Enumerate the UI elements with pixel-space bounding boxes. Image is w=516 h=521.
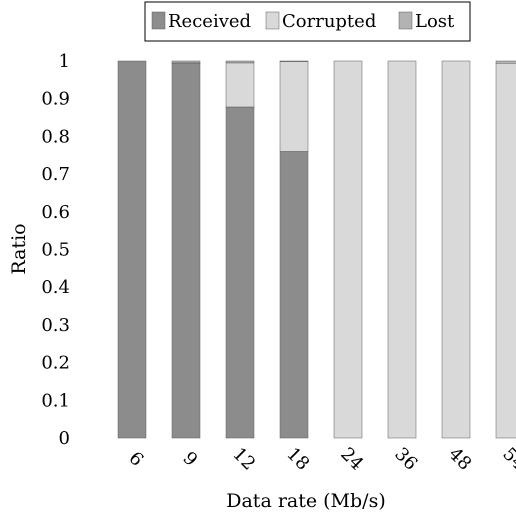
legend-swatch-corrupted: [265, 11, 280, 30]
legend-label-lost: Lost: [415, 11, 455, 32]
legend-swatch-lost: [398, 11, 413, 30]
bar-corrupted-48: [441, 60, 471, 439]
bar-lost-18: [279, 60, 309, 63]
legend-box: [144, 1, 471, 42]
x-tick-label: 12: [228, 444, 259, 475]
x-axis-ticks: 6 9 12 18 24 36 48 54: [124, 444, 516, 475]
bar-received-18: [279, 151, 309, 439]
y-tick-label: 1: [59, 51, 70, 72]
bar-corrupted-12: [225, 62, 255, 108]
x-tick-label: 9: [178, 448, 201, 471]
bar-corrupted-18: [279, 61, 309, 152]
y-tick-label: 0.4: [41, 277, 70, 298]
y-axis-ticks: 0 0.1 0.2 0.3 0.4 0.5 0.6 0.7 0.8 0.9 1: [41, 51, 70, 449]
legend-label-received: Received: [168, 11, 251, 32]
legend: Received Corrupted Lost: [144, 1, 471, 42]
bar-lost-12: [225, 60, 255, 64]
x-tick-label: 54: [498, 444, 516, 475]
y-tick-label: 0.1: [41, 390, 70, 411]
x-tick-label: 24: [336, 444, 367, 475]
bar-received-12: [225, 106, 255, 439]
bar-received-6: [117, 60, 147, 439]
bar-corrupted-54: [495, 63, 516, 439]
bars: [117, 60, 516, 439]
bar-corrupted-24: [333, 60, 363, 439]
y-axis-label: Ratio: [8, 223, 30, 274]
x-tick-label: 18: [282, 444, 313, 475]
y-tick-label: 0.6: [41, 202, 70, 223]
bar-lost-9: [171, 60, 201, 64]
bar-received-9: [171, 63, 201, 439]
y-tick-label: 0.9: [41, 89, 70, 110]
x-tick-label: 48: [444, 444, 475, 475]
y-tick-label: 0.3: [41, 315, 70, 336]
y-tick-label: 0: [59, 428, 70, 449]
bar-lost-54: [495, 60, 516, 64]
x-axis-label: Data rate (Mb/s): [226, 490, 386, 512]
bar-corrupted-36: [387, 60, 417, 439]
legend-swatch-received: [151, 11, 166, 30]
x-tick-label: 6: [124, 448, 147, 471]
x-tick-label: 36: [390, 444, 421, 475]
y-tick-label: 0.8: [41, 126, 70, 147]
y-tick-label: 0.7: [41, 164, 70, 185]
y-tick-label: 0.5: [41, 240, 70, 261]
legend-label-corrupted: Corrupted: [282, 11, 376, 32]
y-tick-label: 0.2: [41, 353, 70, 374]
